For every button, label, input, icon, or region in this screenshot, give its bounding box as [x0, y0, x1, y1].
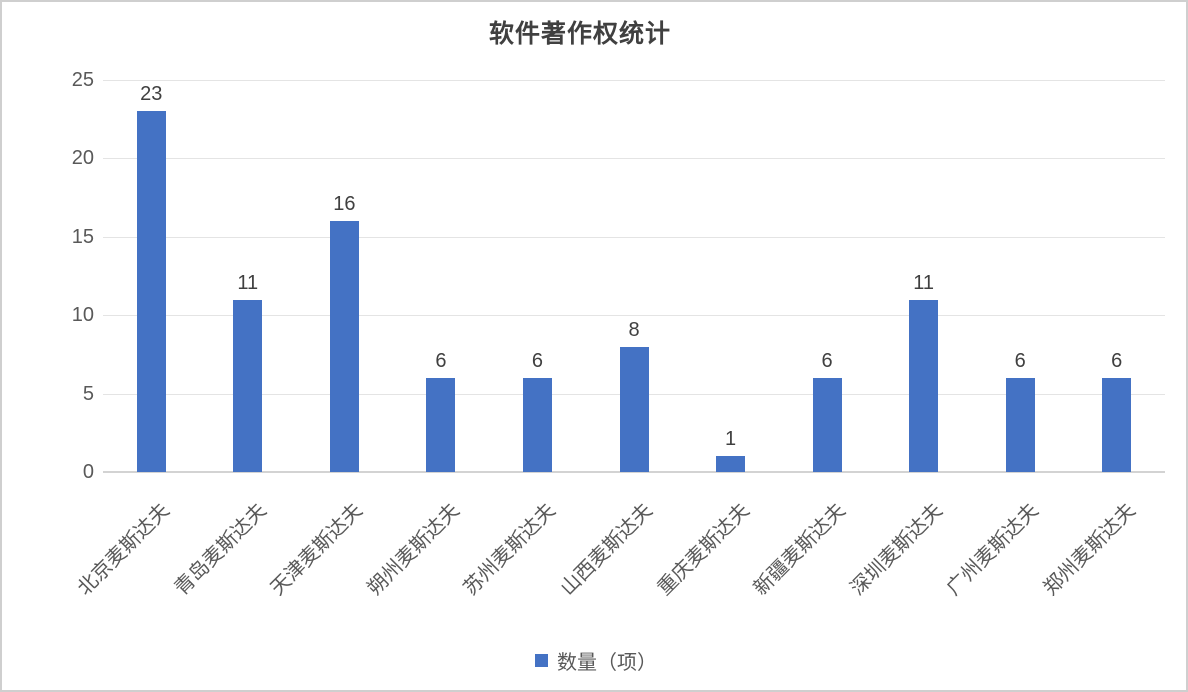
gridline: [103, 80, 1165, 81]
chart-title: 软件著作权统计: [488, 21, 671, 48]
y-axis-tick-label: 10: [71, 304, 94, 327]
legend-swatch-icon: [535, 653, 548, 667]
x-axis-line: [103, 471, 1165, 473]
bar: [522, 377, 552, 472]
bar-value-label: 6: [1014, 349, 1026, 372]
bar-value-label: 1: [724, 428, 737, 451]
bar-value-label: 6: [821, 349, 833, 372]
bar: [233, 299, 263, 472]
bar: [716, 456, 746, 472]
bar: [1102, 377, 1132, 472]
gridline: [103, 158, 1165, 160]
gridline: [103, 236, 1165, 238]
bar-value-label: 11: [913, 271, 934, 294]
bar: [812, 377, 842, 472]
y-axis-tick-label: 20: [71, 147, 94, 170]
y-axis-tick-label: 0: [82, 461, 94, 483]
bar: [1005, 377, 1035, 472]
bar-value-label: 11: [237, 271, 259, 294]
y-axis-tick-label: 15: [71, 225, 94, 248]
bar-value-label: 16: [333, 193, 356, 216]
y-axis-tick-label: 25: [71, 69, 94, 91]
gridline: [103, 315, 1165, 317]
bar-value-label: 6: [531, 349, 544, 372]
bar-value-label: 6: [435, 349, 447, 372]
bar-value-label: 23: [140, 83, 163, 106]
bar: [426, 377, 456, 472]
legend: 数量（项）: [2, 647, 1186, 674]
legend-label: 数量（项）: [557, 651, 657, 674]
bar-value-label: 8: [628, 318, 640, 341]
bar: [619, 346, 649, 472]
bar: [136, 111, 166, 472]
bar: [329, 221, 359, 472]
bar: [909, 299, 939, 472]
bar-value-label: 6: [1111, 349, 1123, 372]
y-axis-tick-label: 5: [82, 382, 94, 405]
